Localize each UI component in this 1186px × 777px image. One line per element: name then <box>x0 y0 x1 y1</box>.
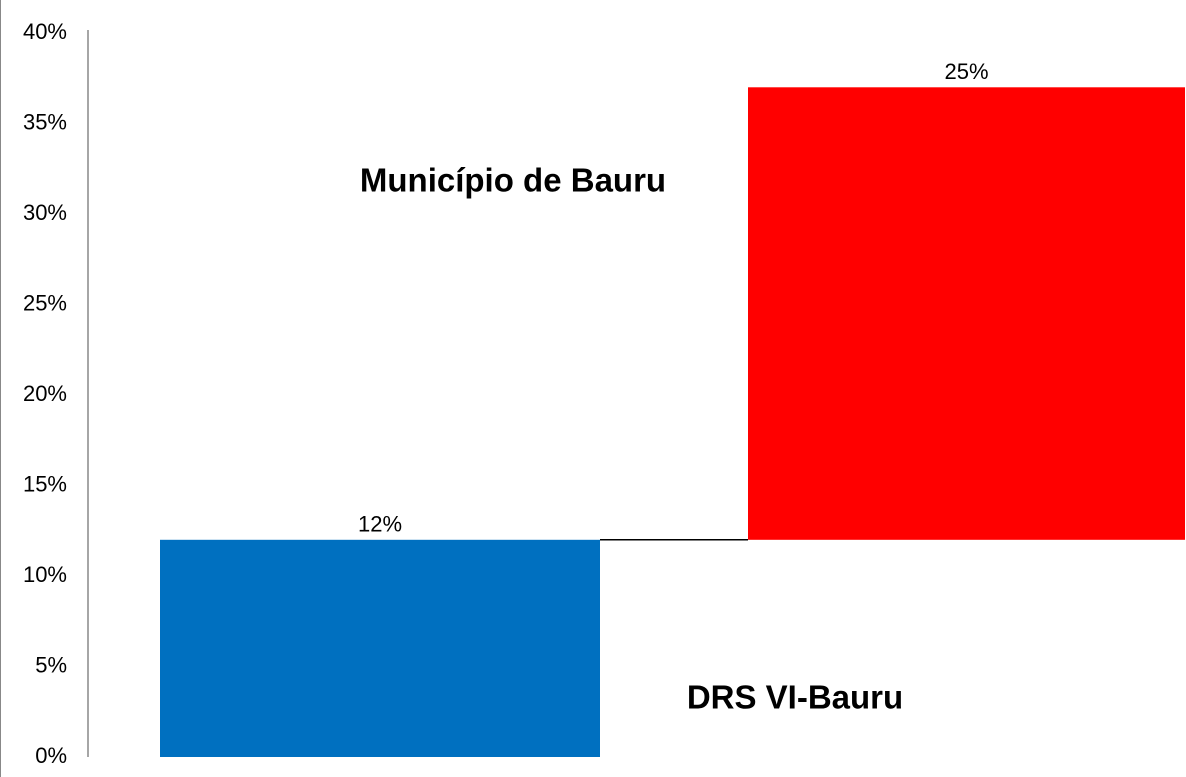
bar <box>748 87 1185 540</box>
value-label: 12% <box>358 512 402 537</box>
y-tick-label: 35% <box>23 109 67 134</box>
y-tick-label: 25% <box>23 290 67 315</box>
y-tick-label: 20% <box>23 381 67 406</box>
y-tick-label: 5% <box>35 652 67 677</box>
y-tick-label: 0% <box>35 743 67 768</box>
category-label: DRS VI-Bauru <box>687 679 903 716</box>
y-tick-label: 40% <box>23 19 67 44</box>
value-label: 25% <box>944 59 988 84</box>
bar <box>160 539 600 757</box>
y-tick-label: 15% <box>23 471 67 496</box>
category-label: Município de Bauru <box>360 162 666 199</box>
y-tick-label: 30% <box>23 200 67 225</box>
y-tick-label: 10% <box>23 562 67 587</box>
